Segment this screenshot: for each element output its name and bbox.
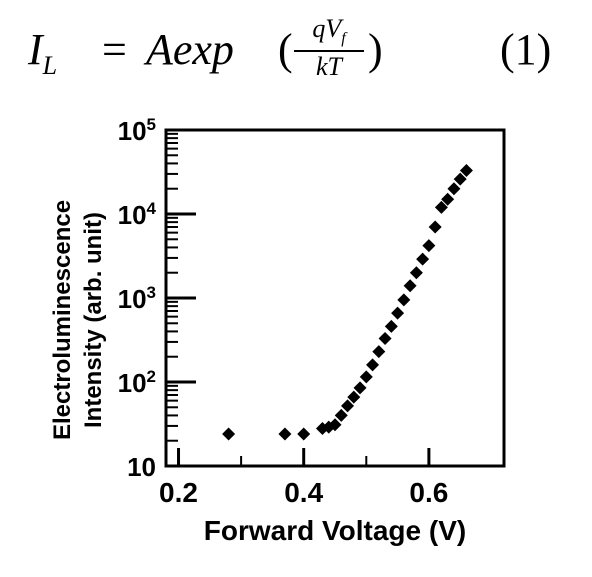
y-tick-label-base: 10 [118,368,147,398]
data-point [347,390,361,404]
equation-numerator-subscript: f [341,30,346,48]
equation-equals: = [102,25,127,74]
y-tick-label-base: 10 [118,284,147,314]
y-tick-label-exponent: 5 [147,115,156,134]
equation-number: (1) [500,25,552,74]
equation-numerator-text: qV [312,14,342,43]
y-tick-label-exponent: 3 [147,283,156,302]
x-tick-label: 0.2 [159,477,198,508]
equation: IL = Aexp ( qVf kT ) (1) [28,8,568,88]
data-point [397,293,411,307]
data-point [384,319,398,333]
equation-denominator: kT [316,52,342,82]
y-tick-label-exponent: 2 [147,367,156,386]
data-point [278,427,292,441]
x-axis-title: Forward Voltage (V) [204,515,466,546]
data-point [222,427,236,441]
equation-numerator: qVf [294,14,364,53]
data-point [441,192,455,206]
y-tick-label-base: 10 [118,200,147,230]
equation-fraction: qVf kT [294,14,364,82]
data-point [453,172,467,186]
y-tick-label: 103 [118,283,156,314]
y-axis-title-line1: Electroluminescence [49,200,76,440]
data-point [366,358,380,372]
y-tick-label: 102 [118,367,156,398]
y-tick-label: 104 [118,199,157,230]
data-point [422,239,436,253]
y-tick-label: 105 [118,115,156,146]
data-point [428,220,442,234]
data-point [353,381,367,395]
data-point [328,418,342,432]
data-point [359,370,373,384]
data-point [403,279,417,293]
data-point [372,345,386,359]
equation-lhs-subscript: L [42,50,58,80]
equation-lhs-symbol: I [28,25,43,74]
y-tick-label: 10 [127,452,156,482]
x-tick-label: 0.6 [409,477,448,508]
data-point [297,427,311,441]
x-tick-label: 0.4 [284,477,323,508]
equation-lhs: IL [28,24,57,81]
data-point [334,408,348,422]
data-point [409,266,423,280]
data-point [378,331,392,345]
equation-rhs-prefix: Aexp [146,25,234,74]
y-axis-title-line2: Intensity (arb. unit) [80,212,107,428]
data-point [341,399,355,413]
data-point [459,163,473,177]
data-markers [222,163,473,441]
y-tick-label-base: 10 [127,452,156,482]
data-point [416,252,430,266]
equation-paren-close: ) [368,25,383,74]
data-point [447,182,461,196]
y-tick-label-exponent: 4 [147,199,157,218]
x-ticks: 0.2 0.4 0.6 [159,448,448,508]
data-point [434,200,448,214]
equation-paren-open: ( [278,25,293,74]
y-minor-ticks [166,132,178,442]
y-tick-label-base: 10 [118,116,147,146]
data-point [391,306,405,320]
